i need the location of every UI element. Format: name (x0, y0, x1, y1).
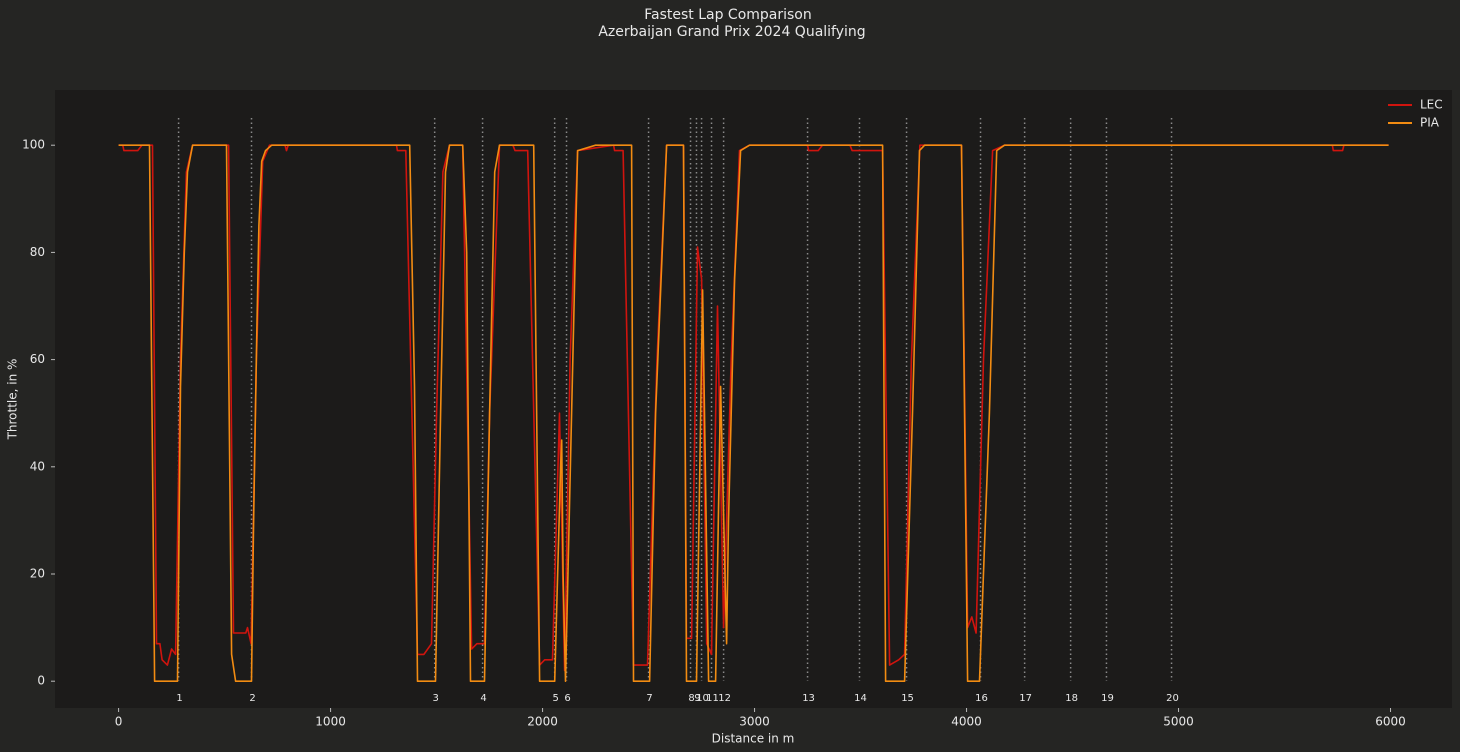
corner-label: 18 (1065, 693, 1078, 704)
corner-label: 2 (249, 693, 255, 704)
corner-label: 20 (1166, 693, 1179, 704)
legend-label: PIA (1420, 116, 1440, 130)
corner-label: 15 (901, 693, 914, 704)
chart-subtitle: Azerbaijan Grand Prix 2024 Qualifying (598, 24, 865, 40)
y-tick-label: 80 (30, 245, 45, 259)
x-tick-label: 5000 (1163, 715, 1194, 729)
corner-label: 14 (854, 693, 867, 704)
corner-label: 16 (975, 693, 988, 704)
corner-label: 12 (718, 693, 731, 704)
x-tick-label: 2000 (527, 715, 558, 729)
y-tick-label: 0 (37, 674, 45, 688)
corner-label: 17 (1019, 693, 1032, 704)
chart-title: Fastest Lap Comparison (644, 7, 812, 23)
x-tick-label: 0 (115, 715, 123, 729)
y-tick-label: 40 (30, 459, 45, 473)
x-tick-label: 6000 (1375, 715, 1406, 729)
x-tick-label: 1000 (315, 715, 346, 729)
corner-label: 6 (564, 693, 570, 704)
corner-label: 9 (694, 693, 700, 704)
legend-label: LEC (1420, 98, 1443, 112)
x-tick-label: 3000 (739, 715, 770, 729)
corner-label: 13 (802, 693, 815, 704)
y-tick-label: 20 (30, 567, 45, 581)
corner-label: 4 (480, 693, 486, 704)
x-tick-label: 4000 (951, 715, 982, 729)
plot-area (55, 90, 1452, 708)
y-tick-label: 100 (22, 138, 45, 152)
series-line (118, 144, 1389, 672)
corner-label: 5 (552, 693, 558, 704)
corner-label: 11 (706, 693, 719, 704)
series-line (118, 144, 1389, 682)
corner-label: 10 (696, 693, 709, 704)
x-axis-label: Distance in m (712, 732, 795, 746)
y-tick-label: 60 (30, 352, 45, 366)
corner-label: 7 (646, 693, 652, 704)
corner-label: 8 (688, 693, 694, 704)
y-axis-label: Throttle, in % (6, 359, 20, 441)
corner-label: 3 (432, 693, 438, 704)
corner-label: 19 (1101, 693, 1114, 704)
corner-label: 1 (176, 693, 182, 704)
